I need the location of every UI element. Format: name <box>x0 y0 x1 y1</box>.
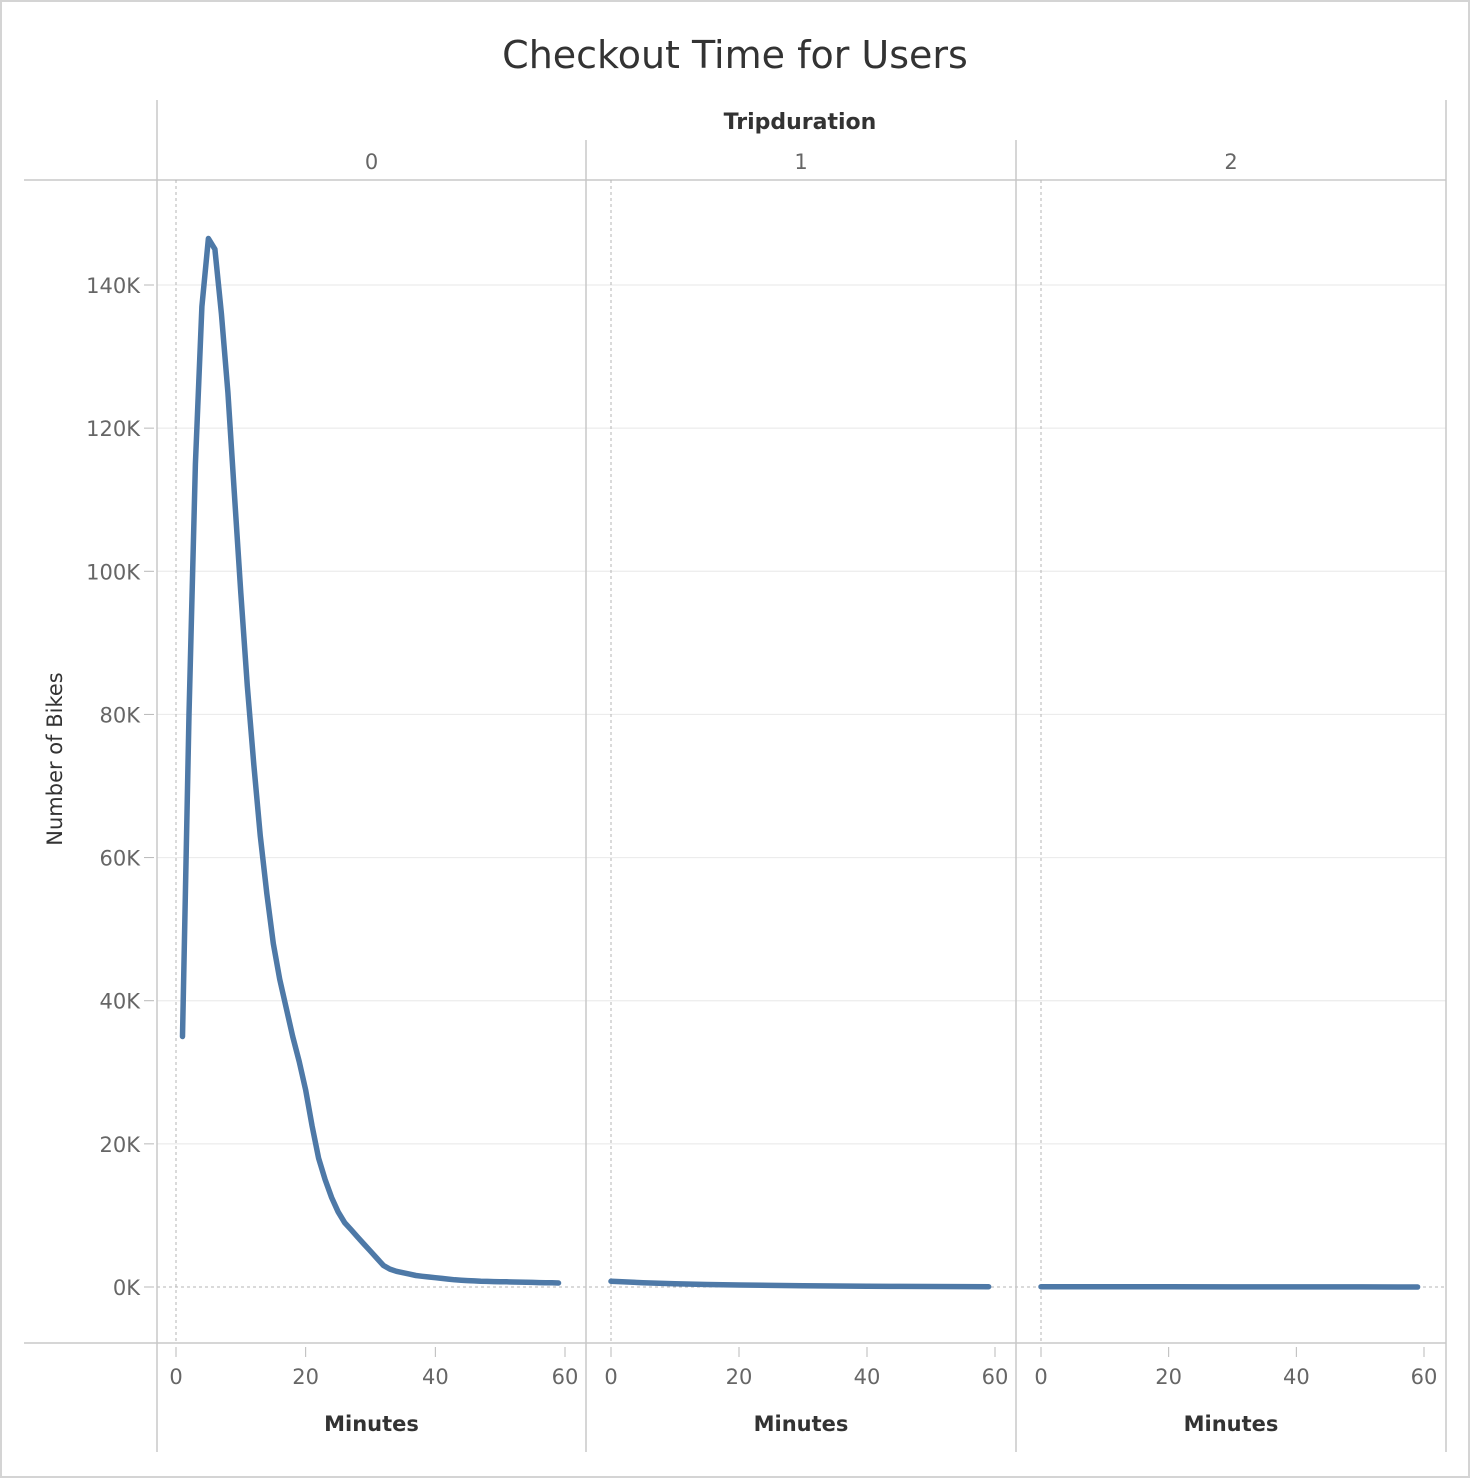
x-tick-label: 0 <box>169 1365 182 1389</box>
chart-title: Checkout Time for Users <box>502 33 968 77</box>
x-axis-label: Minutes <box>754 1412 849 1436</box>
x-tick-label: 60 <box>982 1365 1009 1389</box>
y-tick-label: 20K <box>100 1133 142 1157</box>
panel-1: 1 0 20 40 60 Minutes <box>604 150 1008 1436</box>
panel-0: 0 0 20 40 60 Minutes <box>169 150 578 1436</box>
panel-header-label: 1 <box>794 150 807 174</box>
y-tick-label: 0K <box>113 1276 141 1300</box>
panel-header-label: 0 <box>365 150 378 174</box>
y-tick-label: 120K <box>86 417 141 441</box>
x-tick-label: 0 <box>604 1365 617 1389</box>
series-line <box>608 1278 992 1290</box>
panel-dividers <box>24 100 1447 1452</box>
y-tick-label: 40K <box>100 990 142 1014</box>
x-tick-label: 20 <box>292 1365 319 1389</box>
x-tick-label: 40 <box>1283 1365 1310 1389</box>
y-axis-ticks: 0K 20K 40K 60K 80K 100K 120K 140K <box>86 274 154 1300</box>
x-tick-label: 20 <box>1155 1365 1182 1389</box>
y-tick-label: 140K <box>86 274 141 298</box>
x-tick-label: 60 <box>552 1365 579 1389</box>
y-axis-label: Number of Bikes <box>43 672 67 845</box>
panel-header-label: 2 <box>1224 150 1237 174</box>
x-tick-label: 0 <box>1034 1365 1047 1389</box>
y-tick-label: 60K <box>100 847 142 871</box>
x-tick-label: 40 <box>422 1365 449 1389</box>
column-header: Tripduration <box>724 110 877 135</box>
x-tick-label: 60 <box>1411 1365 1438 1389</box>
y-tick-label: 80K <box>100 703 142 727</box>
x-tick-label: 20 <box>726 1365 753 1389</box>
series-line <box>179 235 562 1286</box>
gridlines <box>157 284 1446 1288</box>
x-axis-label: Minutes <box>1184 1412 1279 1436</box>
y-tick-label: 100K <box>86 560 141 584</box>
x-axis-label: Minutes <box>324 1412 419 1436</box>
x-tick-label: 40 <box>854 1365 881 1389</box>
